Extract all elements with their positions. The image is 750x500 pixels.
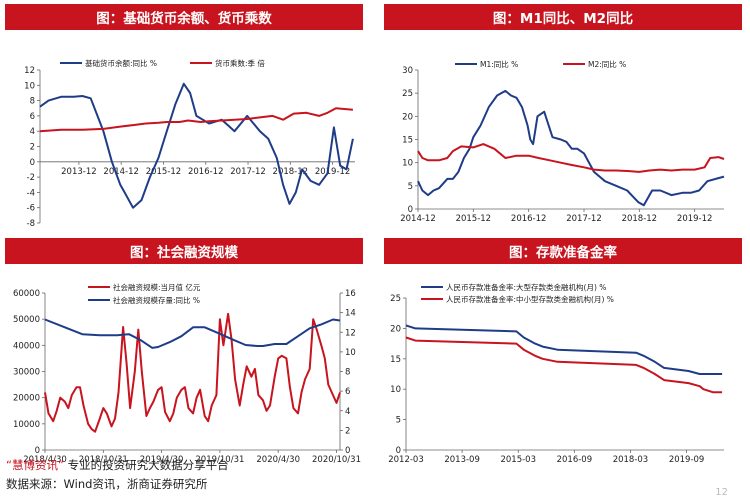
y-tick-label: 2: [30, 143, 35, 153]
y2-tick-label: 10: [345, 348, 356, 358]
y-tick-label: 0: [30, 158, 35, 168]
y-tick-label: 0: [396, 446, 401, 456]
y-tick-label: 30000: [13, 368, 40, 378]
x-tick-label: 2020/4/30: [256, 455, 300, 465]
footer-line1: “慧博资讯” 专业的投资研究大数据分享平台: [6, 457, 229, 473]
chart-m1-m2: 0 5 10 15 20 25 30 2014-12 2015-12 2016-12 2017-12…: [400, 59, 725, 224]
legend-label: 基础货币余额:同比 %: [85, 58, 157, 68]
series-line: [39, 107, 353, 133]
x-tick-label: 2014-12: [103, 167, 139, 177]
chart2-title: 图：M1同比、M2同比: [384, 4, 742, 30]
series-line: [417, 143, 725, 173]
x-tick-label: 2013-09: [444, 455, 480, 465]
y2-tick-label: 4: [345, 407, 350, 417]
legend-label: 社会融资规模存量:同比 %: [113, 295, 200, 305]
legend-label: 人民币存款准备金率:中小型存款类金融机构(月) %: [446, 294, 614, 304]
x-tick-label: 2015-03: [500, 455, 536, 465]
x-tick-label: 2019-12: [677, 214, 713, 224]
y-tick-label: 25: [402, 89, 413, 99]
y-tick-label: 8: [30, 97, 35, 107]
y-tick-label: 6: [30, 112, 35, 122]
chart3-title: 图：社会融资规模: [5, 238, 363, 264]
legend-label: 货币乘数:季 倍: [215, 58, 265, 68]
footer-brand: “慧博资讯”: [6, 458, 64, 472]
y-tick-label: 30: [402, 66, 413, 76]
legend-label: M1:同比 %: [480, 59, 518, 69]
y-tick-label: 60000: [13, 289, 40, 299]
x-tick-label: 2018/10/31: [79, 455, 128, 465]
legend-label: 社会融资规模:当月值 亿元: [113, 282, 201, 292]
y-tick-label: -4: [27, 188, 35, 198]
series-line: [44, 318, 341, 349]
x-tick-label: 2019/10/31: [195, 455, 244, 465]
y-tick-label: 40000: [13, 341, 40, 351]
x-tick-label: 2012-03: [388, 455, 424, 465]
y2-tick-label: 2: [345, 426, 350, 436]
x-tick-label: 2013-12: [61, 167, 97, 177]
series-line: [417, 89, 725, 207]
x-tick-label: 2016-12: [511, 214, 547, 224]
legend-label: M2:同比 %: [588, 59, 626, 69]
chart-social-financing: 0 10000 20000 30000 40000 50000 60000 0 2 4 6 8 10 12…: [13, 282, 361, 465]
x-tick-label: 2017-12: [566, 214, 602, 224]
y-tick-label: 10: [402, 159, 413, 169]
x-tick-label: 2019-09: [669, 455, 705, 465]
y-tick-label: 20: [390, 324, 401, 334]
series-line: [405, 324, 723, 375]
y-tick-label: 20: [402, 112, 413, 122]
y-tick-label: -2: [27, 173, 35, 183]
x-tick-label: 2016-09: [557, 455, 593, 465]
y-tick-label: 50000: [13, 315, 40, 325]
series-line: [405, 336, 723, 394]
y-tick-label: -6: [27, 204, 35, 214]
y-tick-label: 10: [24, 81, 35, 91]
y-tick-label: 5: [396, 416, 401, 426]
x-tick-label: 2015-12: [456, 214, 492, 224]
chart-base-money-multiplier: -8 -6 -4 -2 0 2 4 6 8 10 12 2013-12 2014-12 2015-12 20…: [24, 58, 355, 229]
chart1-title: 图：基础货币余额、货币乘数: [5, 4, 363, 30]
x-tick-label: 2020/10/31: [312, 455, 361, 465]
y-tick-label: 20000: [13, 394, 40, 404]
y2-tick-label: 12: [345, 328, 356, 338]
y2-tick-label: 0: [345, 446, 350, 456]
x-tick-label: 2018-12: [622, 214, 658, 224]
chart4-title: 图：存款准备金率: [384, 238, 742, 264]
y-tick-label: 10: [390, 385, 401, 395]
x-tick-label: 2017-12: [230, 167, 266, 177]
y-tick-label: 0: [35, 446, 40, 456]
y-tick-label: 0: [408, 205, 413, 215]
x-tick-label: 2016-12: [188, 167, 224, 177]
y2-tick-label: 14: [345, 309, 356, 319]
series-line: [39, 82, 354, 209]
y-tick-label: 12: [24, 66, 35, 76]
y-tick-label: 15: [402, 136, 413, 146]
y2-tick-label: 16: [345, 289, 356, 299]
y2-tick-label: 8: [345, 368, 350, 378]
x-tick-label: 2019-12: [315, 167, 351, 177]
legend-label: 人民币存款准备金率:大型存款类金融机构(月) %: [446, 282, 606, 292]
x-tick-label: 2015-12: [146, 167, 182, 177]
x-tick-label: 2018-03: [613, 455, 649, 465]
series-line: [44, 312, 341, 433]
y-tick-label: 25: [390, 294, 401, 304]
y-tick-label: -8: [27, 219, 35, 229]
x-tick-label: 2014-12: [400, 214, 436, 224]
y2-tick-label: 6: [345, 387, 350, 397]
x-tick-label: 2018-12: [273, 167, 309, 177]
y-tick-label: 4: [30, 127, 35, 137]
y-tick-label: 5: [408, 182, 413, 192]
y-tick-label: 10000: [13, 420, 40, 430]
footer-tagline: 专业的投资研究大数据分享平台: [67, 458, 229, 472]
y-tick-label: 15: [390, 355, 401, 365]
footer-source: 数据来源：Wind资讯，浙商证券研究所: [6, 477, 208, 491]
x-tick-label: 2018/4/30: [23, 455, 67, 465]
page-number: 12: [715, 487, 728, 498]
x-tick-label: 2019/4/30: [140, 455, 184, 465]
